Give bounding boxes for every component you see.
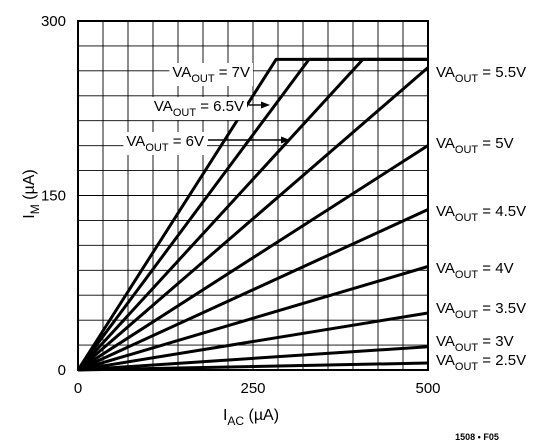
curve-label: VAOUT = 6V	[126, 133, 204, 154]
figure-code: 1508 • F05	[455, 432, 499, 442]
curves	[76, 57, 429, 372]
curve-label: VAOUT = 6.5V	[154, 98, 244, 119]
curve-label: VAOUT = 4.5V	[436, 203, 526, 224]
arrow-head	[261, 101, 270, 109]
tick-labels: 0 250 500 0 150 300	[41, 13, 441, 397]
series-line	[77, 66, 429, 372]
y-tick-label: 150	[41, 188, 66, 205]
series-line	[77, 265, 429, 372]
curve-label: VAOUT = 7V	[172, 64, 250, 85]
series-line	[77, 345, 429, 372]
series-line	[77, 361, 429, 372]
series-line	[77, 311, 429, 372]
label-background	[150, 97, 247, 120]
series-line	[77, 208, 429, 372]
series-line	[76, 57, 428, 371]
curve-label: VAOUT = 4V	[436, 260, 514, 281]
curve-label: VAOUT = 5.5V	[436, 64, 526, 85]
series-line	[77, 144, 429, 372]
x-axis-label: IAC (µA)	[223, 407, 279, 428]
curve-label: VAOUT = 2.5V	[436, 352, 526, 373]
x-tick-label: 250	[240, 380, 265, 397]
label-background	[169, 63, 253, 86]
label-background	[123, 132, 207, 155]
arrow-head	[281, 136, 290, 144]
y-tick-label: 0	[58, 362, 66, 379]
curve-label: VAOUT = 3V	[436, 333, 514, 354]
plot-frame	[77, 20, 429, 371]
y-axis-label: IM (µA)	[21, 169, 42, 218]
curve-label: VAOUT = 3.5V	[436, 300, 526, 321]
x-tick-label: 0	[74, 380, 82, 397]
x-tick-label: 500	[415, 380, 440, 397]
y-tick-label: 300	[41, 13, 66, 30]
curve-label: VAOUT = 5V	[436, 135, 514, 156]
